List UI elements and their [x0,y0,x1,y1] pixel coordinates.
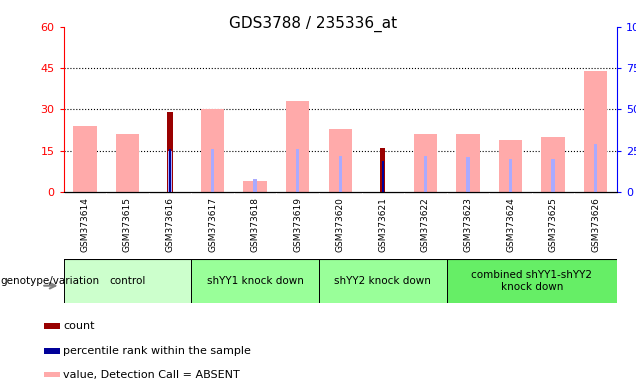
Text: GSM373617: GSM373617 [208,197,217,252]
Text: control: control [109,276,146,286]
Text: GSM373615: GSM373615 [123,197,132,252]
Text: GDS3788 / 235336_at: GDS3788 / 235336_at [228,15,397,31]
Text: GSM373624: GSM373624 [506,197,515,252]
Text: GSM373626: GSM373626 [591,197,600,252]
Bar [116,134,139,192]
Bar [169,149,171,192]
Bar [167,112,172,192]
Bar [253,179,257,192]
Text: GSM373623: GSM373623 [464,197,473,252]
Bar [73,126,97,192]
Bar [44,348,60,354]
Text: GSM373614: GSM373614 [80,197,90,252]
Bar [44,323,60,329]
Bar [319,259,446,303]
Text: genotype/variation: genotype/variation [0,276,99,286]
Bar [446,259,617,303]
Text: combined shYY1-shYY2
knock down: combined shYY1-shYY2 knock down [471,270,592,292]
Bar [594,144,597,192]
Text: GSM373625: GSM373625 [549,197,558,252]
Bar [338,156,342,192]
Bar [382,161,384,192]
Text: GSM373622: GSM373622 [421,197,430,252]
Text: count: count [63,321,95,331]
Bar [329,129,352,192]
Text: GSM373616: GSM373616 [165,197,174,252]
Text: shYY2 knock down: shYY2 knock down [335,276,431,286]
Text: shYY1 knock down: shYY1 knock down [207,276,303,286]
Bar [286,101,309,192]
Bar [541,137,565,192]
Text: GSM373619: GSM373619 [293,197,302,252]
Bar [64,259,191,303]
Text: value, Detection Call = ABSENT: value, Detection Call = ABSENT [63,369,240,380]
Bar [201,109,225,192]
Bar [551,159,555,192]
Bar [44,372,60,377]
Bar [191,259,319,303]
Text: percentile rank within the sample: percentile rank within the sample [63,346,251,356]
Bar [424,156,427,192]
Text: GSM373618: GSM373618 [251,197,259,252]
Bar [380,148,385,192]
Bar [509,159,512,192]
Text: GSM373620: GSM373620 [336,197,345,252]
Bar [456,134,480,192]
Bar [211,149,214,192]
Bar [244,181,267,192]
Text: GSM373621: GSM373621 [378,197,387,252]
Bar [413,134,437,192]
Bar [296,149,300,192]
Bar [466,157,469,192]
Bar [584,71,607,192]
Bar [499,140,522,192]
Bar [169,151,172,192]
